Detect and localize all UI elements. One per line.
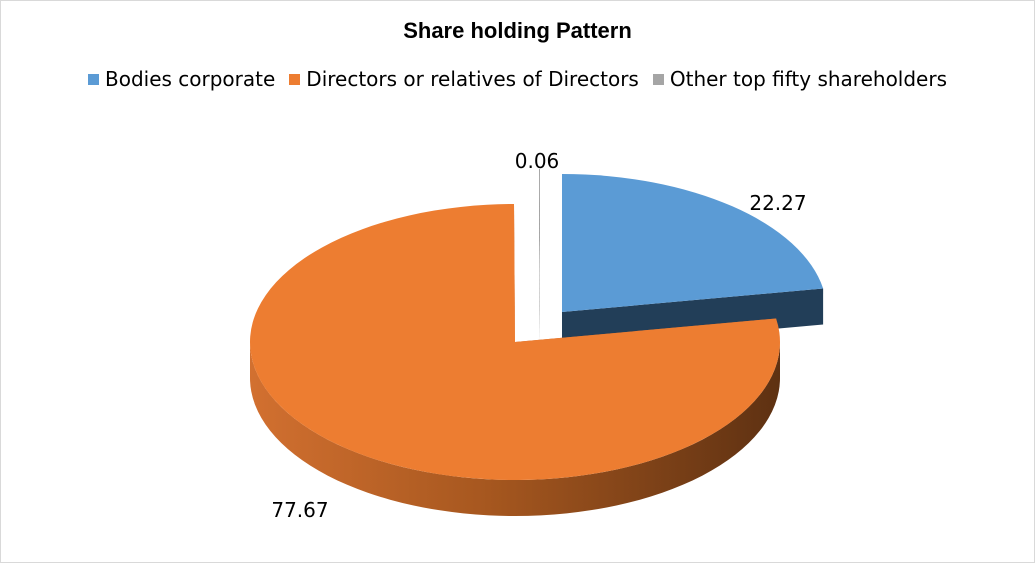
chart-title: Share holding Pattern [403,18,632,43]
legend-swatch [652,73,664,85]
pie-slice-bodies-corporate [562,174,824,312]
legend-label: Directors or relatives of Directors [306,67,639,91]
legend-item-bodies-corporate: Bodies corporate [87,67,276,91]
data-label-other-shareholders: 0.06 [515,149,560,173]
legend-swatch [289,73,301,85]
legend-label: Other top fifty shareholders [669,67,948,91]
legend-swatch [87,73,99,85]
slice-side-directors [250,342,780,516]
slice-tops [250,169,824,480]
data-label-directors: 77.67 [271,498,328,522]
legend: Bodies corporate Directors or relatives … [0,67,1035,91]
pie-slice-other-shareholders [539,169,540,307]
data-labels: 22.27 77.67 0.06 [271,149,806,522]
pie-slice-directors [250,204,781,480]
legend-item-directors: Directors or relatives of Directors [289,67,639,91]
slice-cut-face-other-shareholders [539,169,540,343]
data-label-bodies-corporate: 22.27 [749,191,806,215]
legend-label: Bodies corporate [104,67,276,91]
legend-item-other-shareholders: Other top fifty shareholders [652,67,948,91]
